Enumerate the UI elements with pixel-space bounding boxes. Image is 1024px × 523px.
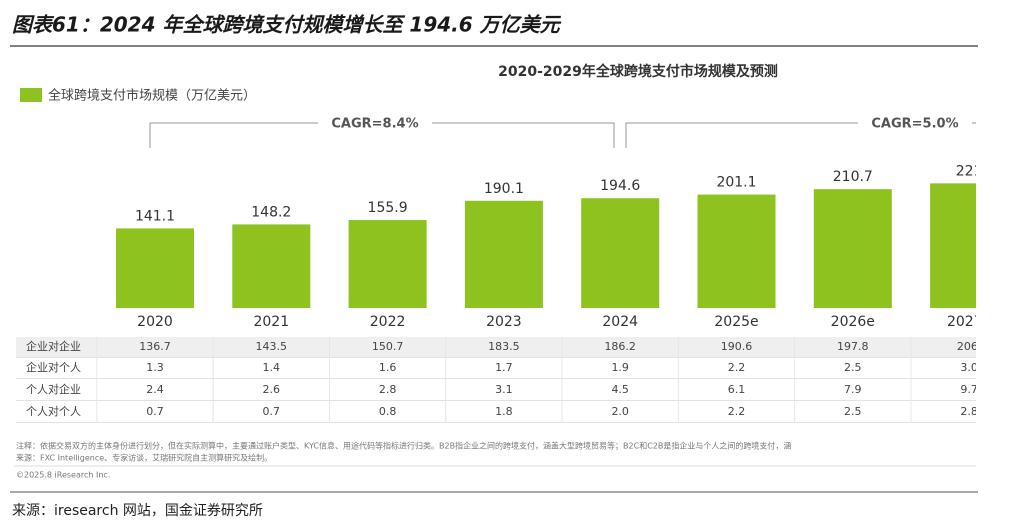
table-cell: 2.5 bbox=[844, 405, 862, 418]
table-cell: 0.8 bbox=[379, 405, 397, 418]
x-tick-label: 2022 bbox=[370, 314, 406, 330]
table-row-bg bbox=[16, 337, 976, 357]
note: 注释：依据交易双方的主体身份进行划分，但在实际测算中，主要通过账户类型、KYC信… bbox=[16, 441, 791, 451]
data-label: 210.7 bbox=[833, 169, 873, 185]
table-cell: 0.7 bbox=[146, 405, 164, 418]
x-tick-label: 2020 bbox=[137, 314, 173, 330]
x-tick-label: 2027e bbox=[947, 314, 991, 330]
bar bbox=[232, 224, 311, 308]
table-cell: 143.5 bbox=[256, 340, 288, 353]
table-cell: 0.7 bbox=[263, 405, 281, 418]
row-label: 企业对企业 bbox=[26, 339, 81, 353]
bar bbox=[813, 189, 892, 308]
x-tick-label: 2026e bbox=[831, 314, 875, 330]
table-cell: 183.5 bbox=[488, 340, 520, 353]
table-cell: 2.5 bbox=[844, 361, 862, 374]
x-tick-label: 2021 bbox=[253, 314, 289, 330]
data-label: 201.1 bbox=[716, 175, 756, 191]
data-label: 221 bbox=[956, 163, 983, 179]
table-cell: 3.0 bbox=[960, 361, 978, 374]
copyright: ©2025.8 iResearch Inc. bbox=[16, 471, 110, 480]
bar bbox=[930, 183, 976, 308]
table-cell: 2.2 bbox=[728, 405, 746, 418]
data-label: 148.2 bbox=[251, 204, 291, 220]
cagr-bracket bbox=[625, 122, 976, 148]
x-tick-label: 2025e bbox=[714, 314, 758, 330]
plot: 141.1 148.2 155.9 190.1 194.6 201.1 210.7 221 20… bbox=[16, 163, 991, 423]
source: 来源：iresearch 网站，国金证券研究所 bbox=[12, 503, 263, 519]
table-cell: 1.7 bbox=[495, 361, 513, 374]
note: 来源：FXC Intelligence、专家访谈，艾瑞研究院自主测算研究及绘制。 bbox=[16, 453, 272, 463]
table-cell: 190.6 bbox=[721, 340, 753, 353]
page-title: 图表61：2024 年全球跨境支付规模增长至 194.6 万亿美元 bbox=[12, 13, 562, 37]
bar bbox=[697, 194, 776, 308]
table-cell: 206. bbox=[957, 340, 982, 353]
x-tick-label: 2024 bbox=[602, 314, 638, 330]
cagr-bracket bbox=[149, 122, 615, 148]
row-label: 个人对企业 bbox=[26, 382, 81, 396]
data-label: 155.9 bbox=[368, 200, 408, 216]
bar bbox=[464, 200, 543, 308]
table-cell: 1.8 bbox=[495, 405, 513, 418]
row-label: 企业对个人 bbox=[26, 360, 81, 374]
row-label: 个人对个人 bbox=[26, 404, 81, 418]
x-tick-label: 2023 bbox=[486, 314, 522, 330]
table-cell: 2.0 bbox=[611, 405, 629, 418]
table-cell: 2.4 bbox=[146, 383, 164, 396]
table-cell: 186.2 bbox=[604, 340, 636, 353]
table-cell: 1.3 bbox=[146, 361, 164, 374]
data-label: 194.6 bbox=[600, 178, 640, 194]
table-cell: 150.7 bbox=[372, 340, 404, 353]
bar bbox=[348, 220, 427, 308]
table-cell: 2.6 bbox=[263, 383, 281, 396]
bar bbox=[581, 198, 660, 308]
annotation: CAGR=8.4% bbox=[331, 117, 418, 132]
table-cell: 4.5 bbox=[611, 383, 629, 396]
table-cell: 197.8 bbox=[837, 340, 869, 353]
table-cell: 2.8 bbox=[960, 405, 978, 418]
table-cell: 2.8 bbox=[379, 383, 397, 396]
table-cell: 1.9 bbox=[611, 361, 629, 374]
table-cell: 6.1 bbox=[728, 383, 746, 396]
annotation: CAGR=5.0% bbox=[871, 117, 958, 132]
data-label: 190.1 bbox=[484, 181, 524, 197]
table-cell: 2.2 bbox=[728, 361, 746, 374]
table-cell: 3.1 bbox=[495, 383, 513, 396]
table-cell: 7.9 bbox=[844, 383, 862, 396]
table-cell: 9.7 bbox=[960, 383, 978, 396]
bar bbox=[116, 228, 194, 308]
legend-swatch bbox=[20, 88, 42, 102]
table-cell: 136.7 bbox=[139, 340, 171, 353]
data-label: 141.1 bbox=[135, 208, 175, 224]
legend-label: 全球跨境支付市场规模（万亿美元） bbox=[48, 88, 256, 104]
table-cell: 1.4 bbox=[263, 361, 281, 374]
table-cell: 1.6 bbox=[379, 361, 397, 374]
chart-title: 2020-2029年全球跨境支付市场规模及预测 bbox=[498, 63, 778, 80]
